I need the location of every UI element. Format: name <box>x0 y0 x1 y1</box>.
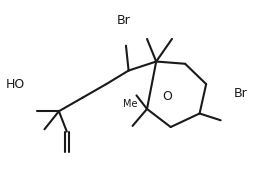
Text: Me: Me <box>123 99 137 109</box>
Text: O: O <box>163 90 172 103</box>
Text: Br: Br <box>234 87 248 100</box>
Text: HO: HO <box>6 78 25 91</box>
Text: Br: Br <box>116 14 130 27</box>
